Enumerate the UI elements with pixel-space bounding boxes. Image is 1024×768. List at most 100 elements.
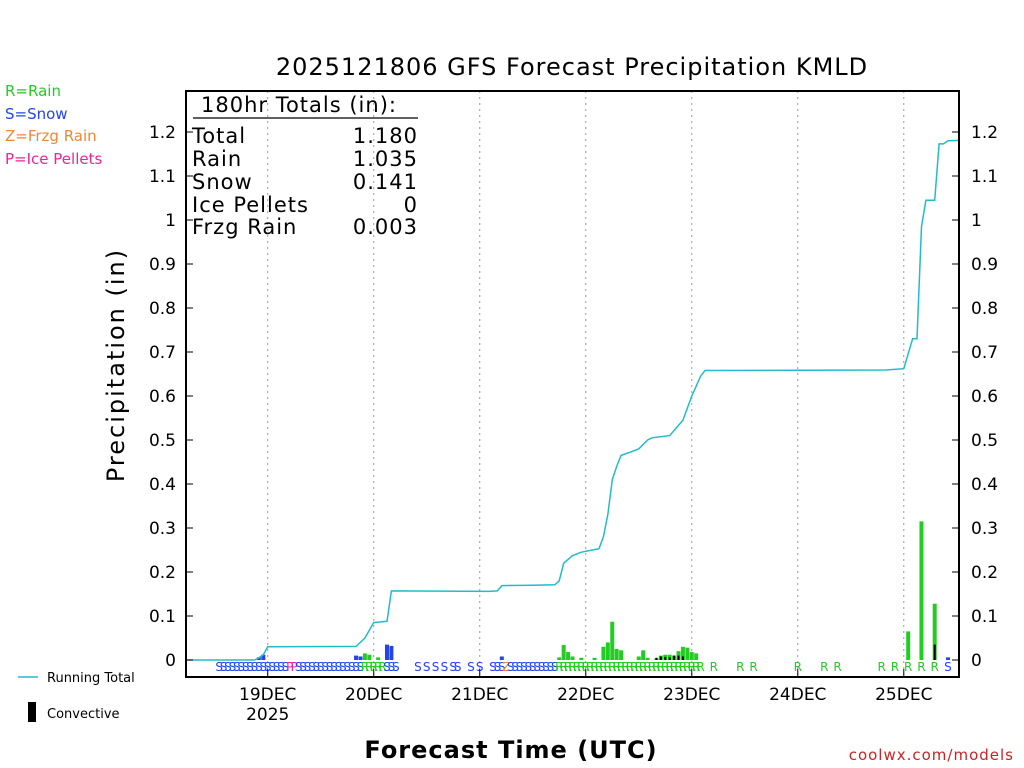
precip-bar-rain	[645, 657, 650, 660]
totals-value-snow: 0.141	[353, 170, 418, 194]
y-tick-label-left: 0.4	[149, 475, 176, 495]
y-tick-label-right: 0.5	[971, 431, 998, 451]
precip-bar-snow	[384, 644, 389, 660]
precip-bar-rain	[614, 649, 619, 660]
y-tick-label-right: 0.7	[971, 343, 998, 363]
y-tick-label-right: 0.6	[971, 387, 998, 407]
precip-type-label: S	[264, 660, 272, 674]
precip-type-label: R	[643, 660, 651, 674]
precip-type-label: S	[339, 660, 347, 674]
precip-type-label: R	[666, 660, 674, 674]
credit-text[interactable]: coolwx.com/models	[849, 746, 1014, 764]
precip-type-label: S	[321, 660, 329, 674]
precip-bar-snow	[256, 657, 261, 660]
precip-type-label: S	[299, 660, 307, 674]
convective-bar	[655, 657, 658, 660]
precip-type-label: S	[295, 660, 303, 674]
precip-type-label: R	[710, 660, 718, 674]
y-axis-label: Precipitation (in)	[102, 248, 130, 482]
convective-bar	[933, 644, 936, 660]
x-tick-label: 19DEC	[239, 685, 296, 705]
precip-type-label: R	[661, 660, 669, 674]
precip-type-label: S	[525, 660, 533, 674]
y-tick-label-right: 0.3	[971, 519, 998, 539]
x-tick-label: 24DEC	[769, 685, 826, 705]
running-total-legend-label: Running Total	[47, 671, 135, 686]
x-tick-label: 22DEC	[557, 685, 614, 705]
precip-type-label: R	[833, 660, 841, 674]
precip-type-label: S	[277, 660, 285, 674]
totals-box: 180hr Totals (in): Total 1.180 Rain 1.03…	[191, 93, 418, 239]
precip-type-label: R	[648, 660, 656, 674]
precip-bar-rain	[906, 631, 911, 660]
x-tick-label: 25DEC	[875, 685, 932, 705]
precip-type-label: R	[626, 660, 634, 674]
running-total-line-group	[186, 139, 960, 661]
precip-type-label: R	[564, 660, 572, 674]
y-tick-label-left: 1.1	[149, 167, 176, 187]
precip-bar-snow	[389, 645, 394, 660]
y-axis-left-ticks: 0 0.1 0.2 0.3 0.4 0.5 0.6 0.7 0.8 0.9 1 1.1 1.2	[149, 123, 193, 671]
precip-bar-rain	[919, 521, 924, 660]
precip-type-label: S	[237, 660, 245, 674]
legend-snow: S=Snow	[5, 105, 68, 123]
totals-label-rain: Rain	[192, 147, 242, 171]
precip-type-label: R	[794, 660, 802, 674]
totals-header: 180hr Totals (in):	[201, 93, 397, 117]
precip-bar-snow	[261, 654, 266, 660]
precip-type-label: R	[595, 660, 603, 674]
precip-type-label: S	[507, 660, 515, 674]
precip-type-label: R	[679, 660, 687, 674]
totals-value-ice-pellets: 0	[404, 193, 418, 217]
precip-type-label: S	[489, 660, 497, 674]
precip-type-label: R	[590, 660, 598, 674]
y-tick-label-right: 0.4	[971, 475, 998, 495]
precip-type-label: S	[423, 660, 431, 674]
precip-type-label: R	[555, 660, 563, 674]
precip-type-label: R	[582, 660, 590, 674]
y-tick-label-right: 1.1	[971, 167, 998, 187]
precip-bar-rain	[579, 657, 584, 660]
y-tick-label-right: 0	[971, 651, 982, 671]
y-tick-label-left: 0.5	[149, 431, 176, 451]
precip-type-label: S	[432, 660, 440, 674]
x-tick-label: 20DEC	[345, 685, 402, 705]
precip-type-label: S	[304, 660, 312, 674]
precip-bar-rain	[932, 603, 937, 660]
precip-type-label: S	[551, 660, 559, 674]
precip-type-label: R	[688, 660, 696, 674]
y-tick-label-right: 0.9	[971, 255, 998, 275]
precip-type-label: S	[308, 660, 316, 674]
convective-bar	[668, 657, 671, 660]
precip-type-label: S	[547, 660, 555, 674]
precip-type-label: S	[392, 660, 400, 674]
y-tick-label-left: 0.7	[149, 343, 176, 363]
precip-type-label: S	[441, 660, 449, 674]
totals-value-total: 1.180	[353, 124, 418, 148]
totals-value-rain: 1.035	[353, 147, 418, 171]
precip-type-label: R	[378, 660, 386, 674]
precip-type-label: S	[529, 660, 537, 674]
precip-type-label: R	[370, 660, 378, 674]
precip-type-label: S	[326, 660, 334, 674]
precip-bars	[256, 521, 950, 660]
y-tick-label-left: 1	[165, 211, 176, 231]
precip-type-label: R	[617, 660, 625, 674]
precip-type-label: R	[652, 660, 660, 674]
precip-type-label: S	[494, 660, 502, 674]
x-tick-label: 21DEC	[451, 685, 508, 705]
y-tick-label-left: 0.9	[149, 255, 176, 275]
precip-type-label: S	[273, 660, 281, 674]
precip-bar-snow	[945, 657, 950, 660]
precip-type-label: P	[286, 660, 293, 674]
precip-type-label: R	[696, 660, 704, 674]
precip-type-label: S	[246, 660, 254, 674]
precip-type-label: S	[533, 660, 541, 674]
convective-bar	[659, 656, 662, 660]
precip-type-label: S	[542, 660, 550, 674]
precip-type-label: S	[449, 660, 457, 674]
y-tick-label-left: 0.6	[149, 387, 176, 407]
precip-type-label: S	[516, 660, 524, 674]
